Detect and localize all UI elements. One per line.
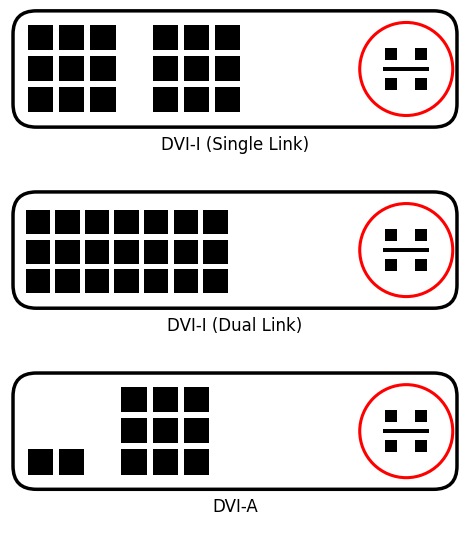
Bar	[184, 87, 209, 112]
Bar	[204, 269, 227, 294]
FancyBboxPatch shape	[13, 373, 457, 489]
Bar	[28, 87, 53, 112]
Bar	[144, 239, 168, 264]
Bar	[28, 449, 53, 474]
Bar	[26, 210, 50, 234]
Bar	[59, 56, 85, 81]
Bar	[385, 410, 397, 422]
Bar	[383, 248, 429, 252]
Bar	[144, 269, 168, 294]
Bar	[28, 24, 53, 50]
Bar	[153, 387, 178, 412]
Bar	[28, 56, 53, 81]
Bar	[415, 48, 427, 60]
Bar	[55, 210, 79, 234]
Text: DVI-I (Single Link): DVI-I (Single Link)	[161, 135, 309, 154]
Bar	[385, 48, 397, 60]
Bar	[90, 24, 116, 50]
Bar	[85, 239, 109, 264]
Bar	[90, 87, 116, 112]
Bar	[174, 269, 198, 294]
Bar	[121, 387, 147, 412]
Bar	[184, 24, 209, 50]
FancyBboxPatch shape	[13, 11, 457, 127]
Bar	[121, 418, 147, 444]
Bar	[59, 87, 85, 112]
Bar	[115, 269, 139, 294]
Text: DVI-A: DVI-A	[212, 498, 258, 516]
Bar	[85, 210, 109, 234]
Bar	[55, 239, 79, 264]
Bar	[215, 87, 240, 112]
Bar	[383, 429, 429, 434]
Bar	[115, 239, 139, 264]
Bar	[184, 449, 209, 474]
Bar	[215, 56, 240, 81]
Bar	[383, 67, 429, 71]
Bar	[215, 24, 240, 50]
Bar	[115, 210, 139, 234]
Bar	[184, 418, 209, 444]
Bar	[153, 56, 178, 81]
FancyBboxPatch shape	[13, 192, 457, 308]
Text: DVI-I (Dual Link): DVI-I (Dual Link)	[167, 317, 303, 335]
Bar	[204, 239, 227, 264]
Bar	[204, 210, 227, 234]
Bar	[59, 449, 85, 474]
Bar	[385, 229, 397, 241]
Bar	[415, 78, 427, 90]
Bar	[26, 239, 50, 264]
Bar	[59, 24, 85, 50]
Bar	[90, 56, 116, 81]
Bar	[174, 210, 198, 234]
Bar	[385, 440, 397, 452]
Bar	[385, 259, 397, 271]
Bar	[153, 418, 178, 444]
Bar	[415, 410, 427, 422]
Bar	[385, 78, 397, 90]
Bar	[184, 56, 209, 81]
Bar	[174, 239, 198, 264]
Bar	[144, 210, 168, 234]
Bar	[121, 449, 147, 474]
Bar	[26, 269, 50, 294]
Bar	[55, 269, 79, 294]
Bar	[153, 449, 178, 474]
Bar	[415, 259, 427, 271]
Bar	[415, 440, 427, 452]
Bar	[184, 387, 209, 412]
Bar	[153, 87, 178, 112]
Bar	[153, 24, 178, 50]
Bar	[85, 269, 109, 294]
Bar	[415, 229, 427, 241]
